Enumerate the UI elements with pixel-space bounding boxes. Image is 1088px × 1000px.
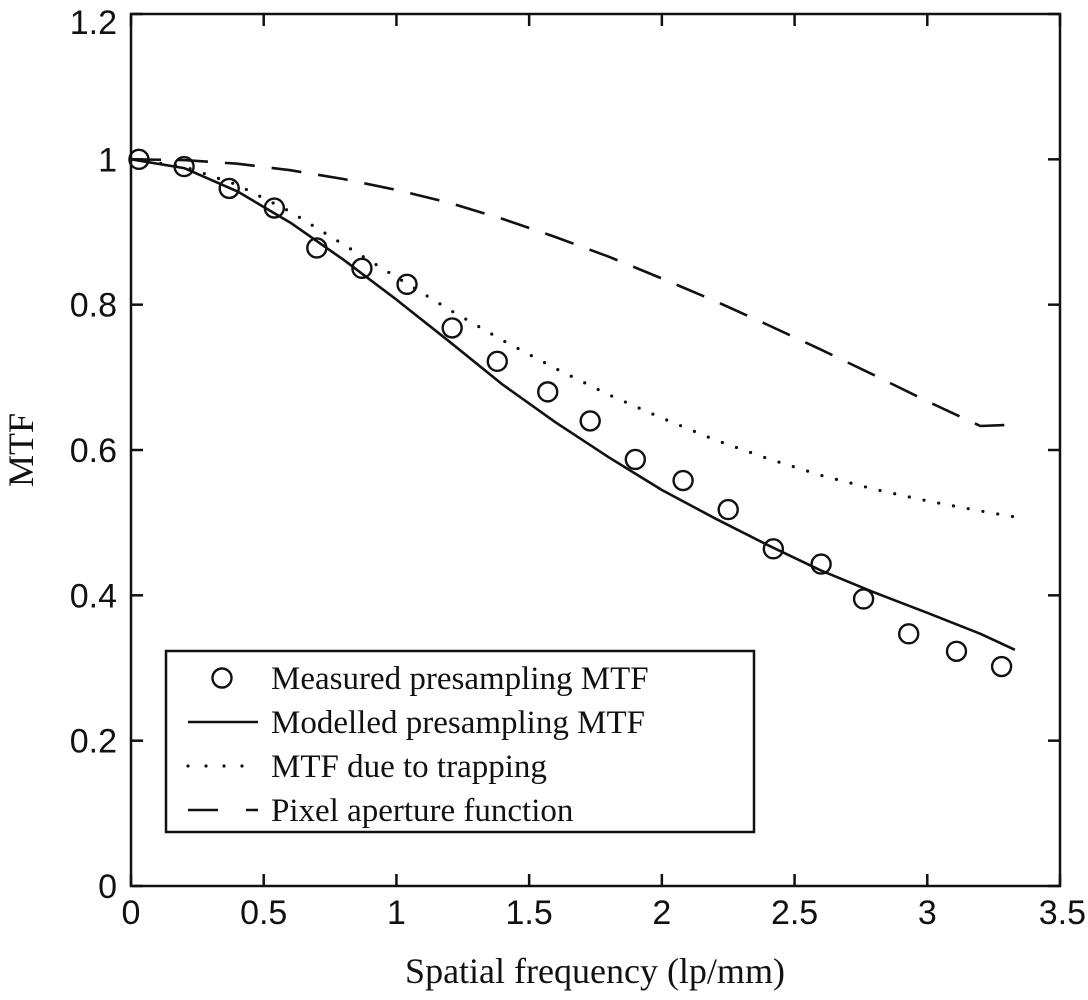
data-point <box>396 273 418 296</box>
data-point <box>810 553 832 575</box>
data-point <box>486 350 508 373</box>
x-tick-label: 2 <box>652 894 671 932</box>
series-layer <box>128 148 1017 678</box>
legend-label: MTF due to trapping <box>271 749 547 785</box>
y-axis-label: MTF <box>1 413 41 487</box>
data-point <box>990 655 1013 678</box>
legend-label: Modelled presampling MTF <box>271 705 645 741</box>
data-point <box>579 410 601 432</box>
data-point <box>537 381 559 403</box>
y-tick-label: 1.2 <box>70 4 117 42</box>
series-measured-presampling-mtf <box>128 148 1013 678</box>
y-tick-label: 0.2 <box>70 723 117 761</box>
x-tick-label: 1.5 <box>506 894 553 932</box>
legend-entry-measured-presampling-mtf: Measured presampling MTF <box>211 661 649 697</box>
data-point <box>852 588 875 610</box>
x-tick-label: 2.5 <box>771 894 818 932</box>
data-point <box>441 317 463 339</box>
data-point <box>717 498 739 521</box>
legend-entry-modelled-presampling-mtf: Modelled presampling MTF <box>188 705 645 741</box>
y-tick-label: 0.6 <box>70 432 117 470</box>
series-line-mtf-due-to-trapping <box>129 157 1017 519</box>
x-tick-label: 0.5 <box>240 894 287 932</box>
legend-entry-mtf-due-to-trapping: MTF due to trapping <box>186 749 547 785</box>
x-axis-label: Spatial frequency (lp/mm) <box>405 951 785 991</box>
legend-entry-pixel-aperture-function: Pixel aperture function <box>188 793 573 829</box>
data-point <box>945 640 968 662</box>
series-line-modelled-presampling-mtf <box>130 158 1016 651</box>
legend-box <box>164 649 756 834</box>
legend-marker <box>211 667 233 689</box>
x-tick-label: 3.5 <box>1039 894 1086 932</box>
data-point <box>898 623 920 645</box>
x-tick-label: 3 <box>918 894 937 932</box>
data-point <box>762 538 785 560</box>
data-point <box>624 448 647 471</box>
y-tick-label: 0 <box>98 868 117 906</box>
legend-label: Measured presampling MTF <box>271 661 649 697</box>
y-tick-label: 0.4 <box>70 577 117 615</box>
legend-label: Pixel aperture function <box>271 793 573 829</box>
data-point <box>672 469 694 492</box>
y-tick-label: 1 <box>98 141 117 179</box>
y-tick-label: 0.8 <box>70 287 117 325</box>
data-point <box>218 177 240 200</box>
x-tick-label: 0 <box>122 894 141 932</box>
ticks-layer: 0 0.5 1 1.5 2 2.5 3 3.5 0 0.2 0.4 0.6 0.8 1 1.2 <box>70 4 1086 932</box>
legend: Measured presampling MTF Modelled presamp… <box>164 649 756 834</box>
data-point <box>351 257 373 280</box>
series-line-pixel-aperture-function <box>130 158 1015 428</box>
x-tick-label: 1 <box>387 894 406 932</box>
